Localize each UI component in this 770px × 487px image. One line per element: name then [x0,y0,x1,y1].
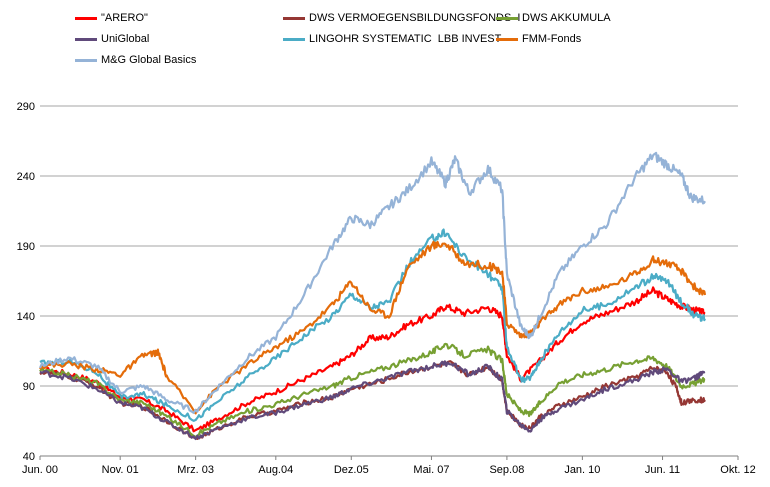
x-tick-label: Sep.08 [489,464,524,476]
legend-label: LINGOHR SYSTEMATIC LBB INVEST [309,33,502,45]
x-tick-label: Mrz. 03 [177,464,214,476]
legend-label: DWS AKKUMULA [522,12,611,24]
x-tick-labels: Jun. 00 Nov. 01 Mrz. 03 Aug.04 Dez.05 Mai. 07… [22,456,756,476]
series-line [39,286,706,433]
legend-item: LINGOHR SYSTEMATIC LBB INVEST [283,32,501,46]
x-tick-label: Okt. 12 [720,464,755,476]
y-tick-label: 40 [23,451,35,463]
series-line [39,228,706,422]
y-tick-label: 140 [17,311,35,323]
y-tick-label: 190 [17,241,35,253]
y-tick-label: 290 [17,101,35,113]
series-line [39,342,706,439]
legend-swatch [75,37,97,41]
legend-swatch [496,37,518,41]
x-tick-label: Jun. 00 [22,464,58,476]
legend-item: FMM-Fonds [496,32,581,46]
legend-label: UniGlobal [101,33,150,45]
series-line [39,240,707,415]
series-line [38,151,706,414]
x-tick-label: Nov. 01 [102,464,139,476]
legend-swatch [283,37,305,41]
legend-item: M&G Global Basics [75,53,196,67]
legend-swatch [496,16,518,20]
y-tick-label: 90 [23,381,35,393]
legend-swatch [75,16,97,20]
legend-item: DWS VERMOEGENSBILDUNGSFONDS I [283,11,520,25]
legend-item: UniGlobal [75,32,149,46]
y-tick-labels: 40 90 140 190 240 290 [17,101,35,463]
legend-label: M&G Global Basics [101,54,197,66]
legend-swatch [283,16,305,20]
x-tick-label: Jan. 10 [564,464,600,476]
y-tick-label: 240 [17,171,35,183]
gridlines [40,105,738,387]
x-tick-label: Jun. 11 [645,464,680,476]
series-lines [38,151,707,441]
legend-swatch [75,58,97,62]
x-tick-label: Mai. 07 [413,464,449,476]
x-tick-label: Aug.04 [258,464,293,476]
x-tick-label: Dez.05 [334,464,369,476]
legend-item: "ARERO" [75,11,148,25]
legend-label: "ARERO" [101,12,148,24]
legend-item: DWS AKKUMULA [496,11,611,25]
legend-label: DWS VERMOEGENSBILDUNGSFONDS I [309,12,521,24]
legend-label: FMM-Fonds [522,33,582,45]
series-line [39,360,706,441]
